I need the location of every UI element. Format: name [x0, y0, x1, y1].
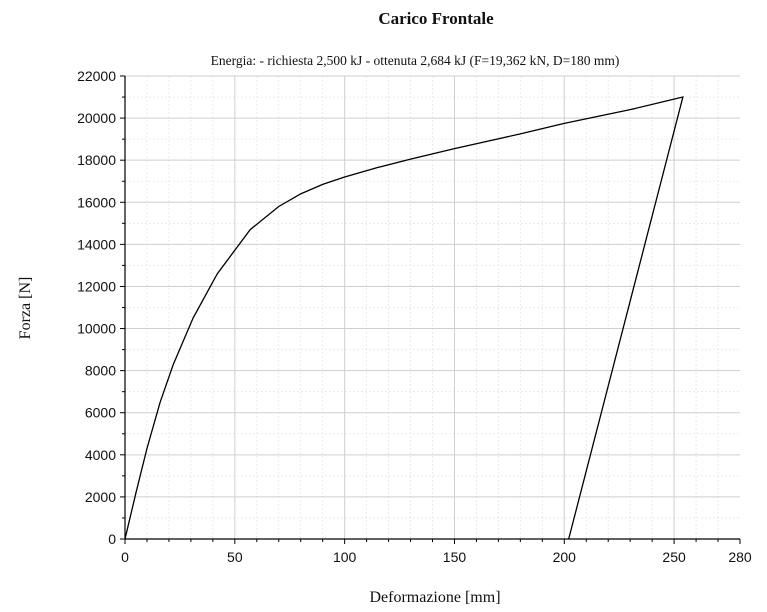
y-tick-label: 8000: [85, 363, 116, 379]
y-tick-label: 10000: [77, 321, 116, 337]
y-tick-label: 12000: [77, 278, 116, 294]
x-axis-label: Deformazione [mm]: [369, 589, 500, 606]
y-tick-label: 18000: [77, 152, 116, 168]
y-tick-label: 0: [108, 531, 116, 547]
y-tick-label: 20000: [77, 110, 116, 126]
data-marks: [124, 96, 684, 540]
grid: [125, 75, 740, 539]
x-tick-label: 150: [443, 549, 467, 565]
x-tick-label: 200: [553, 549, 577, 565]
y-tick-label: 16000: [77, 194, 116, 210]
chart-subtitle: Energia: - richiesta 2,500 kJ - ottenuta…: [211, 53, 620, 68]
y-tick-label: 4000: [85, 447, 116, 463]
x-tick-label: 0: [121, 549, 129, 565]
x-tick-label: 100: [333, 549, 357, 565]
axis-ticks: 0 50 100 150 200 250 280 0 2000 4000 6000 8000 10000…: [77, 68, 752, 565]
x-tick-label: 280: [728, 549, 752, 565]
chart-title: Carico Frontale: [378, 9, 494, 28]
x-tick-label: 50: [227, 549, 243, 565]
y-tick-label: 14000: [77, 236, 116, 252]
series-line: [124, 96, 684, 540]
y-tick-label: 6000: [85, 405, 116, 421]
y-axis-label: Forza [N]: [17, 277, 34, 340]
x-tick-label: 250: [662, 549, 686, 565]
y-tick-label: 2000: [85, 489, 116, 505]
y-tick-label: 22000: [77, 68, 116, 84]
